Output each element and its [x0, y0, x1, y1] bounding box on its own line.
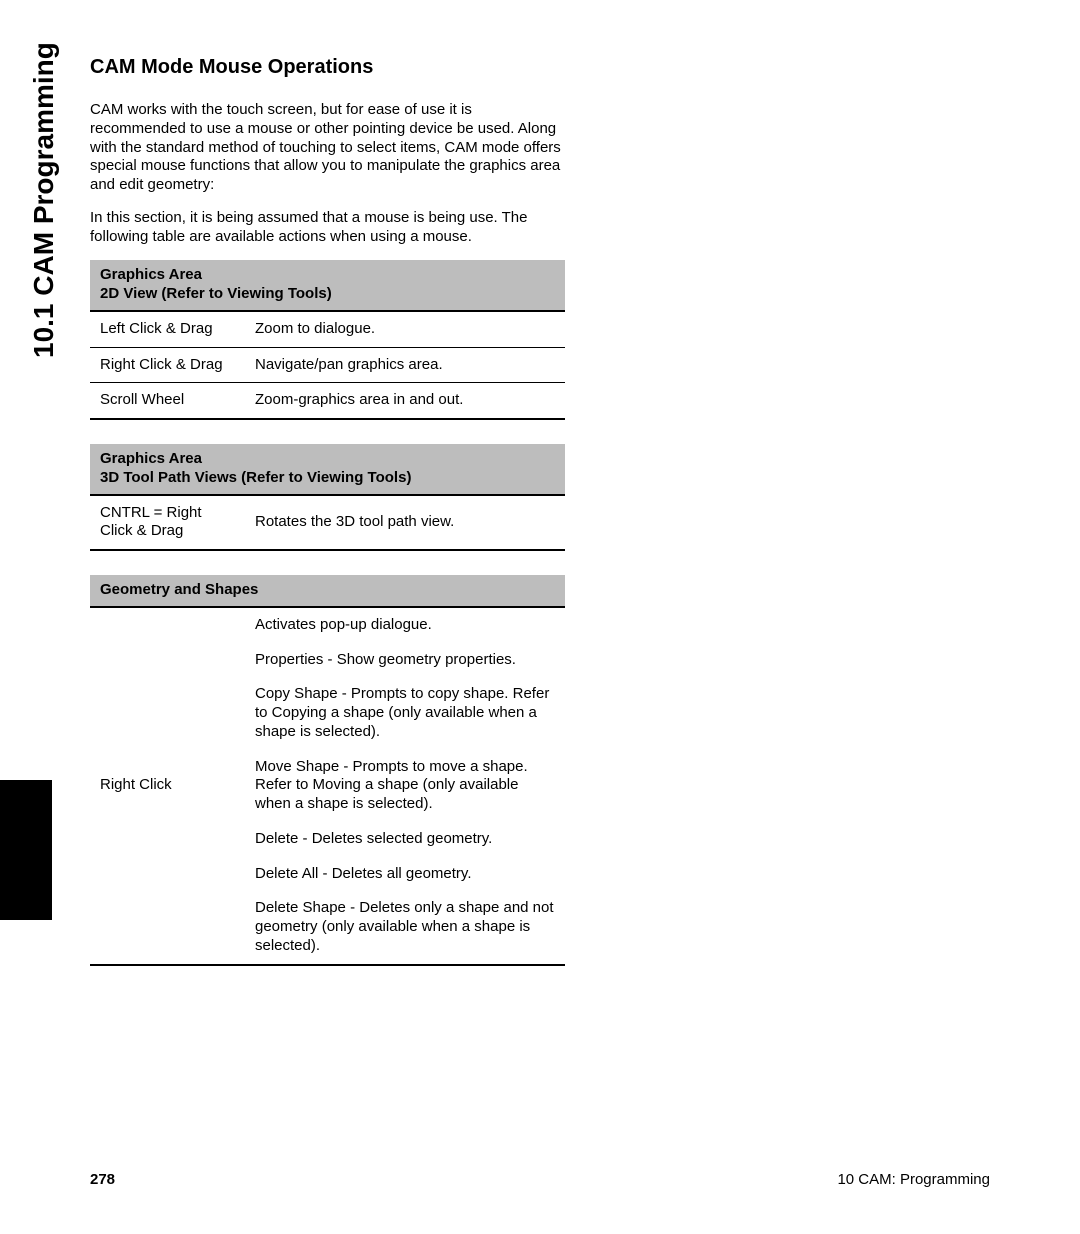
- intro-paragraph-2: In this section, it is being assumed tha…: [90, 209, 570, 247]
- list-item: Delete All - Deletes all geometry.: [255, 865, 555, 884]
- cell-action: Right Click & Drag: [90, 347, 245, 383]
- cell-desc: Rotates the 3D tool path view.: [245, 495, 565, 551]
- page-number: 278: [90, 1171, 115, 1188]
- table-3d-header: Graphics Area 3D Tool Path Views (Refer …: [90, 444, 565, 495]
- cell-desc: Activates pop-up dialogue. Properties - …: [245, 607, 565, 965]
- intro-paragraph-1: CAM works with the touch screen, but for…: [90, 101, 570, 195]
- section-title: CAM Mode Mouse Operations: [90, 56, 570, 79]
- table-row: CNTRL = Right Click & Drag Rotates the 3…: [90, 495, 565, 551]
- table-row: Right Click & Drag Navigate/pan graphics…: [90, 347, 565, 383]
- list-item: Copy Shape - Prompts to copy shape. Refe…: [255, 685, 555, 741]
- table-row: Right Click Activates pop-up dialogue. P…: [90, 607, 565, 965]
- table-3d-header-line2: 3D Tool Path Views (Refer to Viewing Too…: [100, 469, 411, 486]
- cell-action: Scroll Wheel: [90, 383, 245, 419]
- cell-action: Right Click: [90, 607, 245, 965]
- cell-action: Left Click & Drag: [90, 311, 245, 347]
- cell-desc: Navigate/pan graphics area.: [245, 347, 565, 383]
- cell-action: CNTRL = Right Click & Drag: [90, 495, 245, 551]
- table-row: Left Click & Drag Zoom to dialogue.: [90, 311, 565, 347]
- list-item: Move Shape - Prompts to move a shape. Re…: [255, 758, 555, 814]
- list-item: Delete Shape - Deletes only a shape and …: [255, 899, 555, 955]
- table-2d-header: Graphics Area 2D View (Refer to Viewing …: [90, 260, 565, 311]
- table-2d-view: Graphics Area 2D View (Refer to Viewing …: [90, 260, 565, 420]
- table-3d-view: Graphics Area 3D Tool Path Views (Refer …: [90, 444, 565, 551]
- list-item: Properties - Show geometry properties.: [255, 651, 555, 670]
- side-black-tab: [0, 780, 52, 920]
- cell-desc: Zoom to dialogue.: [245, 311, 565, 347]
- list-item: Delete - Deletes selected geometry.: [255, 830, 555, 849]
- table-3d-header-line1: Graphics Area: [100, 450, 202, 467]
- chapter-label: 10 CAM: Programming: [837, 1171, 990, 1188]
- table-geometry-shapes: Geometry and Shapes Right Click Activate…: [90, 575, 565, 966]
- table-2d-header-line2: 2D View (Refer to Viewing Tools): [100, 285, 332, 302]
- page-footer: 278 10 CAM: Programming: [90, 1171, 990, 1188]
- table-2d-header-line1: Graphics Area: [100, 266, 202, 283]
- table-row: Scroll Wheel Zoom-graphics area in and o…: [90, 383, 565, 419]
- list-item: Activates pop-up dialogue.: [255, 616, 555, 635]
- cell-desc: Zoom-graphics area in and out.: [245, 383, 565, 419]
- main-content: CAM Mode Mouse Operations CAM works with…: [90, 56, 570, 966]
- page: 10.1 CAM Programming CAM Mode Mouse Oper…: [0, 0, 1080, 1234]
- side-title: 10.1 CAM Programming: [28, 42, 60, 358]
- geometry-actions-list: Activates pop-up dialogue. Properties - …: [255, 616, 555, 956]
- table-geometry-header: Geometry and Shapes: [90, 575, 565, 607]
